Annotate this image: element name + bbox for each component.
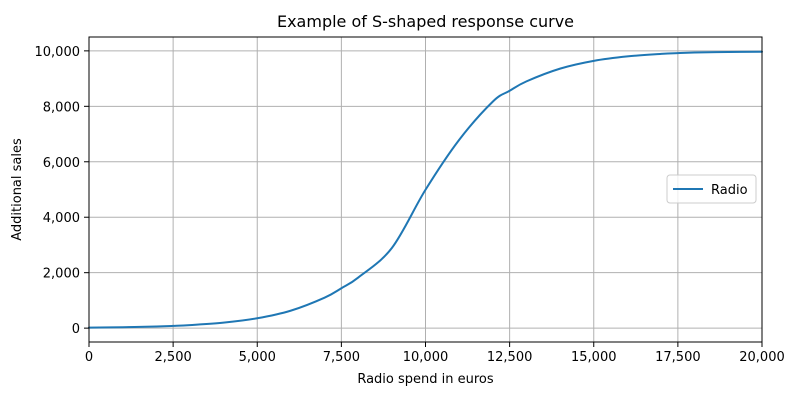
y-tick-label: 8,000 xyxy=(43,100,80,115)
chart-title: Example of S-shaped response curve xyxy=(277,12,574,31)
legend-box xyxy=(666,174,757,204)
legend: Radio xyxy=(666,174,757,204)
y-tick-label: 4,000 xyxy=(43,211,80,226)
legend-label-radio: Radio xyxy=(711,183,748,198)
series-line-radio xyxy=(88,50,763,329)
y-tick-label: 6,000 xyxy=(43,156,80,171)
x-tick-label: 5,000 xyxy=(239,350,276,365)
y-tick-label: 10,000 xyxy=(35,45,81,60)
x-axis-label: Radio spend in euros xyxy=(357,372,494,387)
x-tick-label: 7,500 xyxy=(323,350,360,365)
x-tick-label: 17,500 xyxy=(655,350,701,365)
x-tick-label: 12,500 xyxy=(487,350,533,365)
grid-layer xyxy=(88,37,763,342)
x-tick-label: 20,000 xyxy=(739,350,785,365)
series-layer xyxy=(88,50,763,329)
y-axis-label: Additional sales xyxy=(10,138,25,241)
y-tick-label: 2,000 xyxy=(43,267,80,282)
y-tick-label: 0 xyxy=(72,322,80,337)
tick-layer: 0 2,500 5,000 7,500 10,000 12,500 15,000 17,500… xyxy=(35,45,785,365)
x-tick-label: 0 xyxy=(85,350,93,365)
x-tick-label: 10,000 xyxy=(403,350,449,365)
x-tick-label: 15,000 xyxy=(571,350,617,365)
x-tick-label: 2,500 xyxy=(155,350,192,365)
